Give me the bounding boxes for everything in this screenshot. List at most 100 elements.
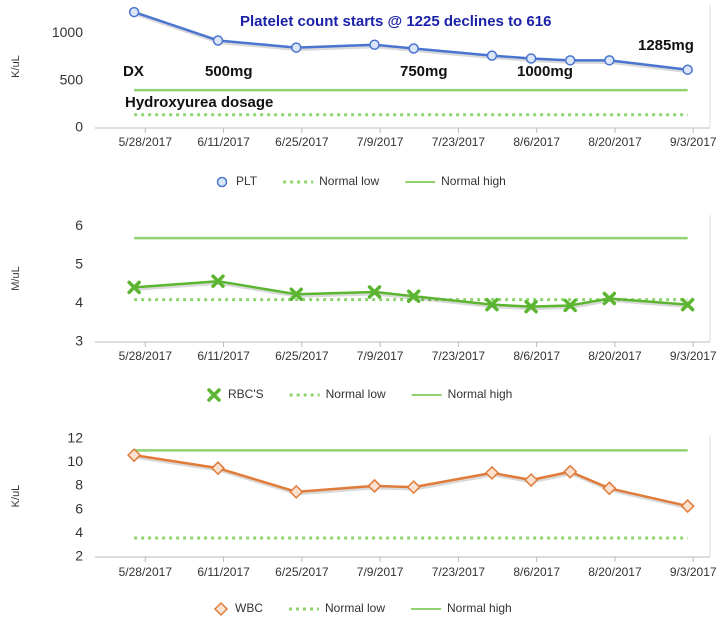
x-tick-label: 8/6/2017 [513,349,560,363]
point [563,298,577,313]
point [406,289,421,303]
annotation: 750mg [400,63,448,80]
y-tick-label: 3 [75,333,83,349]
x-tick-label: 7/23/2017 [432,349,486,363]
point [367,285,382,299]
x-tick-label: 8/6/2017 [513,135,560,149]
legend-entry: RBC'S [207,387,264,402]
x-tick-label: 6/25/2017 [275,135,329,149]
line-shadow [134,12,689,74]
annotation: 1285mg [638,37,694,54]
point [564,55,576,66]
point [408,43,419,54]
line-shadow [135,281,689,311]
y-tick-label: 1000 [52,24,83,40]
legend-label: Normal low [325,601,385,615]
point [369,39,380,50]
x-tick-label: 6/11/2017 [197,135,250,149]
legend-label: WBC [235,601,263,615]
y-tick-label: 8 [75,477,83,493]
x-tick-label: 9/3/2017 [670,349,717,363]
x-tick-label: 7/23/2017 [432,565,486,579]
legend-label: Normal low [319,174,379,188]
x-tick-label: 7/23/2017 [432,135,486,149]
annotation: Hydroxyurea dosage [125,94,273,111]
x-tick-label: 7/9/2017 [357,135,404,149]
legend-entry: Normal high [405,174,506,188]
point [680,499,695,514]
x-tick-label: 7/9/2017 [357,565,404,579]
point [212,35,224,46]
point [128,6,140,18]
y-tick-label: 2 [75,548,83,564]
x-tick-label: 5/28/2017 [119,135,173,149]
point [602,481,617,496]
x-tick-label: 9/3/2017 [670,135,717,149]
legend-entry: PLT [216,174,258,188]
point [485,297,499,312]
legend-label: RBC'S [228,387,264,401]
series-line [134,279,688,308]
point [216,176,228,188]
legend-entry: Normal low [283,174,379,188]
y-tick-label: 10 [67,453,83,469]
point [127,448,142,463]
legend-label: PLT [236,174,258,188]
point [207,388,221,402]
legend-entry: Normal low [289,601,385,615]
point [602,291,617,306]
x-tick-label: 5/28/2017 [119,349,173,363]
point [680,297,695,312]
point [367,478,382,493]
y-tick-label: 12 [67,429,83,445]
y-tick-label: 6 [75,217,83,233]
x-tick-label: 6/25/2017 [275,349,329,363]
y-axis-label: M/uL [10,266,22,290]
legend-label: Normal low [326,387,386,401]
point [289,484,304,499]
annotation: 500mg [205,63,253,80]
point [524,472,539,488]
point [525,53,537,64]
x-tick-label: 7/9/2017 [357,349,404,363]
point [211,274,225,288]
x-tick-label: 6/11/2017 [197,349,250,363]
legend-entry: Normal high [411,387,513,401]
point [524,299,538,314]
point [289,287,304,302]
annotation: 1000mg [517,63,573,80]
annotation: Platelet count starts @ 1225 declines to… [240,13,551,30]
point [210,461,226,476]
y-tick-label: 500 [60,71,84,87]
annotation: DX [123,63,144,80]
point [213,601,229,617]
x-tick-label: 6/25/2017 [275,565,329,579]
point [406,480,421,495]
line-shadow [134,455,689,510]
y-axis-label: K/uL [10,55,22,78]
point [604,55,615,66]
y-tick-label: 0 [75,119,83,135]
x-tick-label: 8/20/2017 [588,135,642,149]
x-tick-label: 5/28/2017 [119,565,173,579]
y-tick-label: 4 [75,294,83,310]
x-tick-label: 8/20/2017 [588,349,642,363]
point [486,50,498,61]
point [291,42,302,53]
x-tick-label: 8/6/2017 [513,565,560,579]
y-tick-label: 4 [75,524,83,540]
x-tick-label: 8/20/2017 [588,565,642,579]
legend-label: Normal high [448,387,513,401]
point [484,465,500,480]
legend-label: Normal high [447,601,512,615]
y-tick-label: 6 [75,500,83,516]
series-line [133,10,688,71]
point [563,464,578,479]
legend-entry: Normal high [411,601,512,615]
y-tick-label: 5 [75,256,83,272]
x-tick-label: 9/3/2017 [670,565,717,579]
point [682,64,693,75]
x-tick-label: 6/11/2017 [197,565,250,579]
